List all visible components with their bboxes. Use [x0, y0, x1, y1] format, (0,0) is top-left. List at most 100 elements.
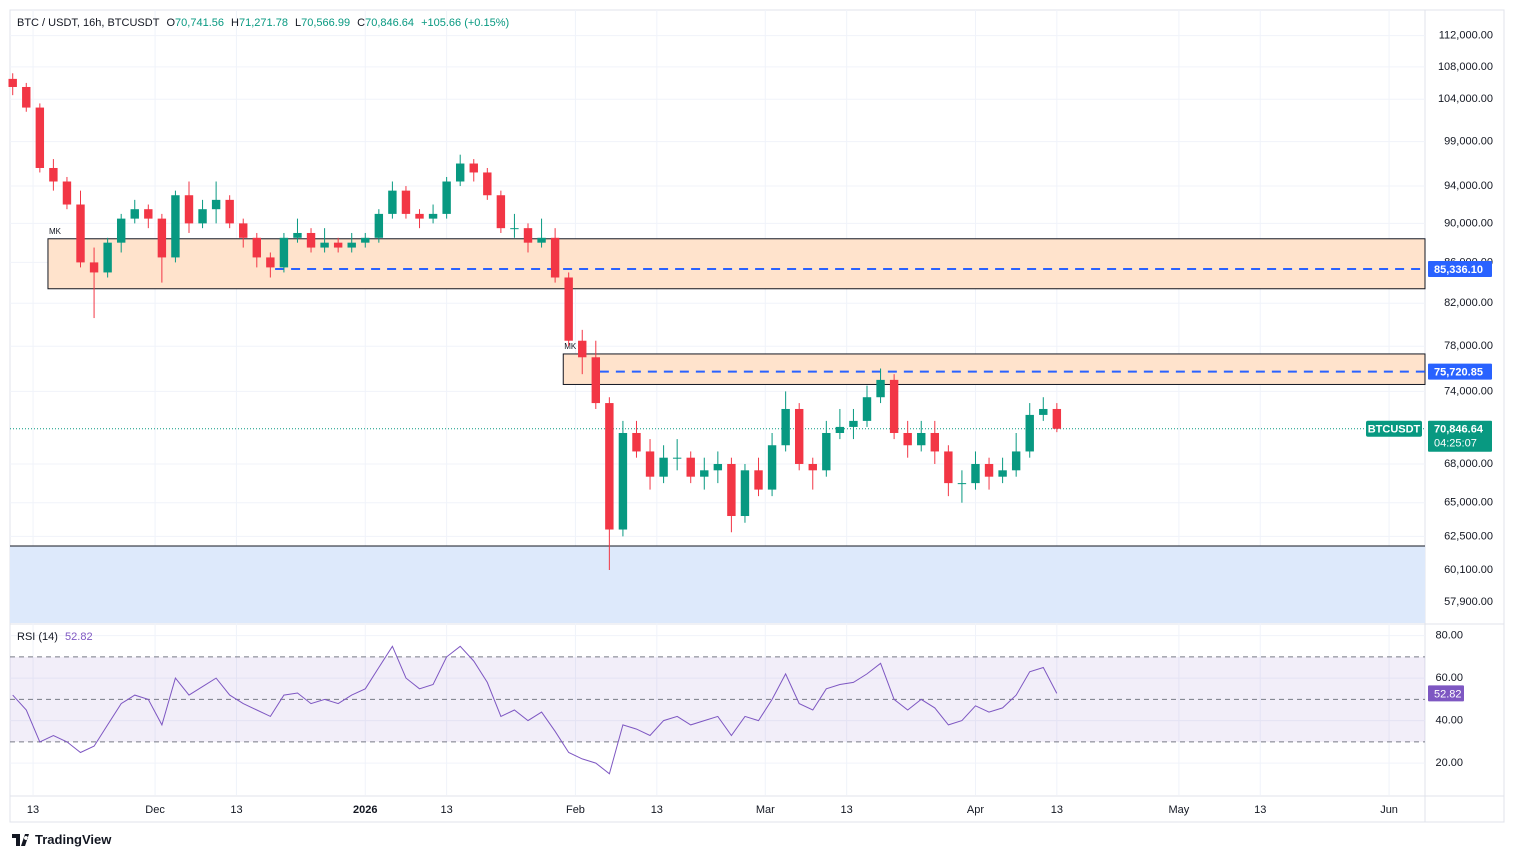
- y-tick-label: 57,900.00: [1444, 596, 1493, 608]
- candle-body: [442, 181, 451, 214]
- zone-label: MK: [49, 227, 62, 236]
- rsi-tag-label: 52.82: [1434, 688, 1462, 700]
- price-tag-label: 75,720.85: [1434, 367, 1483, 379]
- candle-body: [89, 262, 99, 273]
- candle-body: [496, 195, 506, 229]
- candle-body: [184, 195, 194, 224]
- rsi-legend: RSI (14) 52.82: [17, 631, 93, 643]
- candle-body: [564, 277, 573, 341]
- candle-body: [876, 379, 885, 398]
- candle-body: [903, 432, 912, 446]
- symbol-tag-label: BTCUSDT: [1368, 424, 1421, 436]
- rsi-line: [12, 645, 1058, 775]
- candle-body: [35, 107, 45, 168]
- brand-name: TradingView: [35, 832, 112, 847]
- candle-body: [618, 432, 628, 530]
- candle-body: [523, 228, 533, 243]
- candle-body: [930, 432, 940, 452]
- header: BTC / USDT, 16h, BTCUSDT O70,741.56 H71,…: [17, 17, 513, 29]
- candle-body: [266, 257, 275, 268]
- candle-body: [550, 237, 560, 278]
- candle-body: [944, 451, 953, 484]
- y-tick-label: 60,100.00: [1444, 564, 1493, 576]
- candle-body: [157, 218, 167, 258]
- rsi-name: RSI (14): [17, 631, 58, 643]
- candle-body: [415, 213, 424, 219]
- y-tick-label: 82,000.00: [1444, 297, 1493, 309]
- rsi-band: [10, 656, 1425, 742]
- candle-body: [740, 470, 750, 517]
- candle-body: [591, 357, 601, 404]
- x-tick-label: 13: [1254, 804, 1266, 816]
- zones: MK MK: [10, 227, 1426, 743]
- ohlc-value: 70,566.99: [301, 17, 351, 29]
- candle-body: [103, 242, 112, 273]
- x-tick-label: 13: [1051, 804, 1063, 816]
- candle-body: [320, 242, 329, 248]
- rsi-tick-label: 40.00: [1435, 715, 1463, 727]
- brand-logo: [12, 833, 29, 846]
- x-tick-label: 13: [651, 804, 663, 816]
- candle-body: [333, 242, 343, 248]
- candle-body: [198, 209, 207, 224]
- candle-body: [239, 223, 248, 238]
- ohlc-key: L: [295, 17, 302, 29]
- frame: [9, 9, 1505, 823]
- candle-body: [469, 163, 478, 173]
- y-tick-label: 108,000.00: [1438, 61, 1493, 73]
- candle-body: [794, 408, 804, 464]
- y-tick-label: 78,000.00: [1444, 340, 1493, 352]
- price-tag: [1428, 363, 1492, 380]
- y-tick-label: 74,000.00: [1444, 385, 1493, 397]
- candle-body: [686, 457, 695, 477]
- candle-body: [781, 408, 790, 446]
- y-tick-label: 104,000.00: [1438, 93, 1493, 105]
- candle-body: [171, 195, 180, 258]
- candle-body: [767, 445, 777, 490]
- candle-body: [984, 463, 994, 477]
- ohlc-value: 71,271.78: [239, 17, 288, 29]
- rsi-tick-label: 20.00: [1435, 757, 1463, 769]
- ohlc-key: H: [231, 17, 239, 29]
- candle-body: [1039, 408, 1048, 415]
- candle-body: [957, 483, 967, 485]
- candle-body: [971, 463, 980, 484]
- countdown: 04:25:07: [1434, 438, 1477, 450]
- candle-body: [632, 432, 641, 452]
- ohlc-value: 70,846.64: [365, 17, 415, 29]
- candle-body: [279, 237, 289, 268]
- y-tick-label: 94,000.00: [1444, 180, 1493, 192]
- x-tick-label: Jun: [1380, 804, 1398, 816]
- zone: [10, 546, 1425, 623]
- candle-body: [672, 457, 682, 459]
- candle-body: [347, 242, 356, 248]
- y-tick-label: 112,000.00: [1439, 30, 1493, 42]
- candle-body: [306, 232, 316, 248]
- candle-body: [252, 237, 261, 258]
- candle-body: [116, 218, 126, 243]
- y-tick-label: 90,000.00: [1444, 217, 1493, 229]
- x-tick-label: May: [1168, 804, 1189, 816]
- candle-body: [144, 209, 153, 219]
- ohlc-key: C: [357, 17, 366, 29]
- x-tick-label: 13: [230, 804, 242, 816]
- candle-body: [428, 213, 438, 219]
- zone: [47, 238, 1426, 290]
- candle-body: [849, 420, 858, 427]
- candle-body: [808, 463, 817, 471]
- candle-body: [659, 457, 668, 477]
- last-price-tag: [1428, 420, 1492, 452]
- x-tick-label: Dec: [145, 804, 165, 816]
- brand: TradingView: [12, 832, 111, 847]
- candle-body: [130, 209, 139, 219]
- ohlc-key: O: [166, 17, 176, 29]
- candle-body: [361, 237, 370, 243]
- candle-body: [211, 199, 221, 210]
- candle-body: [605, 403, 614, 530]
- last-price-label: 70,846.64: [1434, 424, 1484, 436]
- y-tick-label: 99,000.00: [1444, 135, 1493, 147]
- price-tag-label: 85,336.10: [1434, 264, 1483, 276]
- rsi-tag: [1428, 685, 1464, 702]
- candle-body: [374, 213, 384, 238]
